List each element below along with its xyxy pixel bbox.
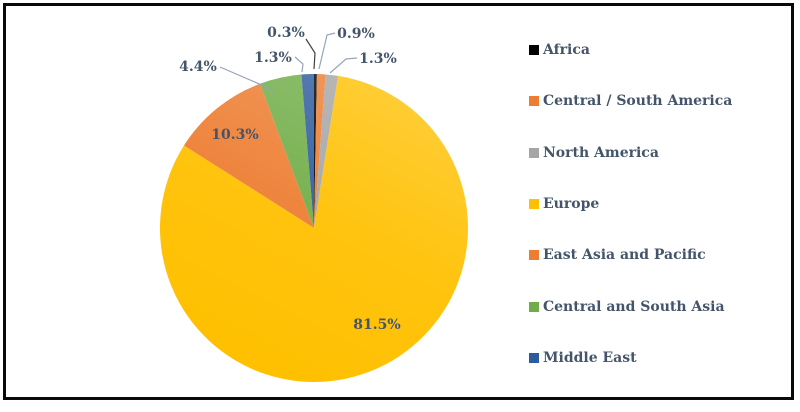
legend-swatch-central-south-america — [529, 96, 539, 106]
legend-label: Africa — [543, 42, 590, 58]
leader-line-north-america — [330, 58, 357, 73]
legend-swatch-east-asia-and-pacific — [529, 250, 539, 260]
leader-line-central-south-america — [319, 33, 335, 69]
leader-line-africa — [306, 39, 315, 69]
data-label-middle-east: 1.3% — [254, 50, 292, 66]
data-label-central-and-south-asia: 4.4% — [179, 59, 217, 75]
data-label-north-america: 1.3% — [359, 51, 397, 67]
legend-swatch-europe — [529, 199, 539, 209]
legend-item-east-asia-and-pacific[interactable]: East Asia and Pacific — [529, 245, 732, 265]
legend-item-central-south-america[interactable]: Central / South America — [529, 91, 732, 111]
data-label-east-asia-and-pacific: 10.3% — [211, 127, 258, 143]
data-label-central-south-america: 0.9% — [337, 26, 375, 42]
chart-legend: Africa Central / South America North Ameri… — [529, 40, 732, 368]
legend-item-north-america[interactable]: North America — [529, 143, 732, 163]
legend-swatch-central-and-south-asia — [529, 302, 539, 312]
legend-label: East Asia and Pacific — [543, 247, 706, 263]
legend-swatch-north-america — [529, 148, 539, 158]
chart-frame: 0.3% 0.9% 1.3% 81.5% 10.3% 4.4% 1.3% Africa Cen… — [3, 3, 794, 400]
legend-label: Central and South Asia — [543, 299, 725, 315]
legend-label: North America — [543, 145, 659, 161]
legend-label: Europe — [543, 196, 599, 212]
pie-slices — [160, 74, 468, 382]
leader-line-middle-east — [295, 57, 303, 72]
legend-label: Middle East — [543, 350, 637, 366]
legend-item-central-and-south-asia[interactable]: Central and South Asia — [529, 297, 732, 317]
legend-swatch-africa — [529, 45, 539, 55]
legend-item-africa[interactable]: Africa — [529, 40, 732, 60]
legend-item-europe[interactable]: Europe — [529, 194, 732, 214]
legend-label: Central / South America — [543, 93, 732, 109]
legend-swatch-middle-east — [529, 353, 539, 363]
data-label-africa: 0.3% — [267, 25, 305, 41]
data-label-europe: 81.5% — [353, 317, 400, 333]
legend-item-middle-east[interactable]: Middle East — [529, 348, 732, 368]
